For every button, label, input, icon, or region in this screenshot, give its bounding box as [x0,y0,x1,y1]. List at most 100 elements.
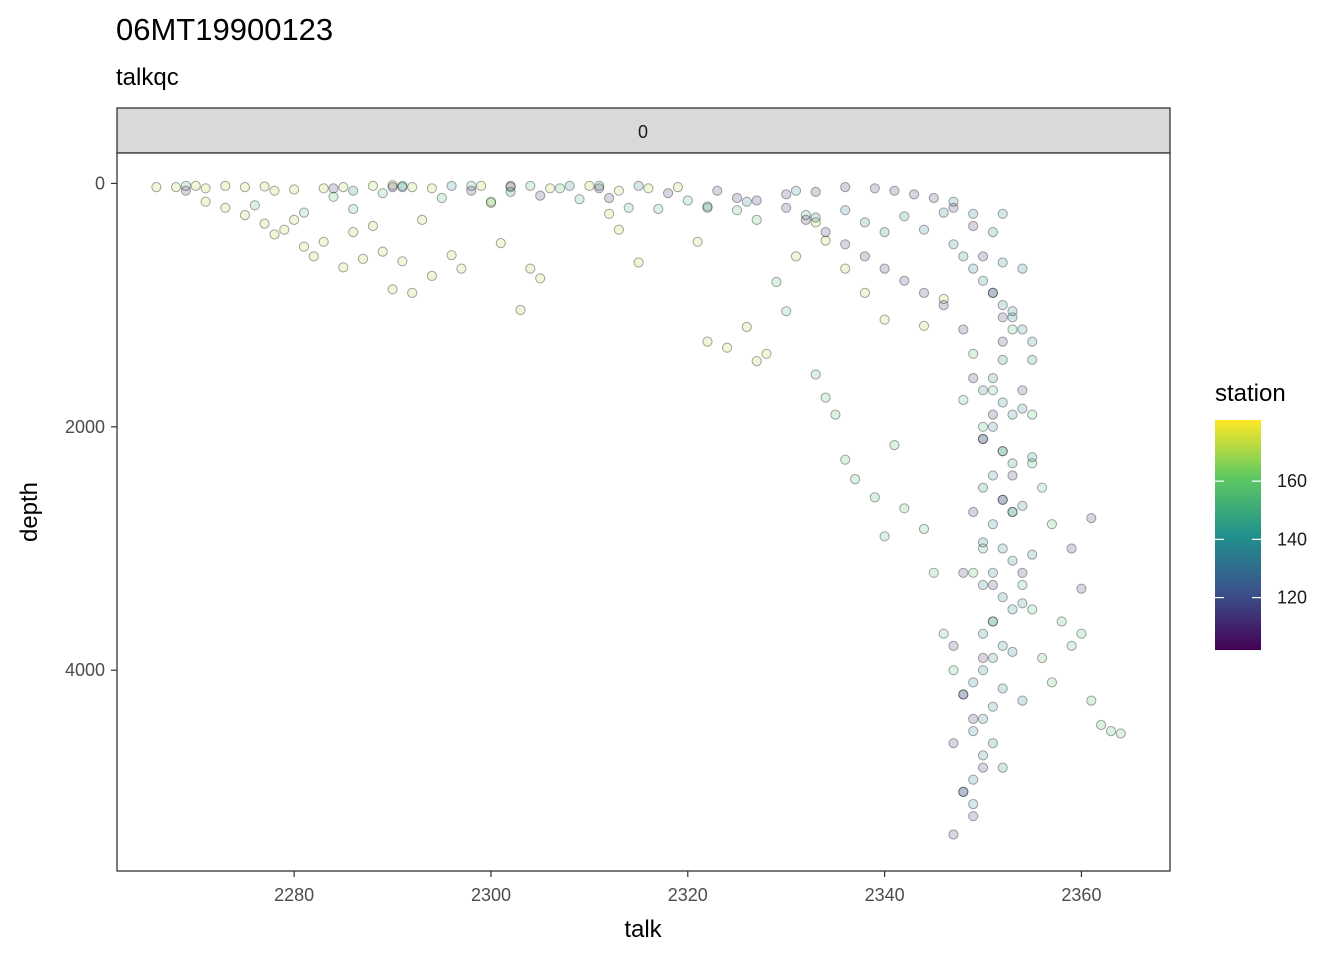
data-point [397,180,408,191]
data-point [977,543,989,554]
data-point [958,567,969,578]
data-point [977,713,989,725]
data-point [918,224,930,235]
data-point [525,180,536,191]
data-point [554,183,566,194]
data-point [426,183,437,194]
data-point [741,196,752,207]
data-point [987,567,999,578]
plot-panel [116,152,1171,872]
x-tick-label: 2320 [668,885,708,905]
data-point [1037,652,1048,664]
data-point [840,454,851,465]
data-point [987,470,999,481]
legend: station 120 140 160 [1215,380,1307,650]
data-point [1027,354,1038,365]
data-point [997,446,1008,457]
data-point [682,195,693,206]
data-point [348,227,359,238]
data-point [525,263,536,274]
data-point [938,628,949,639]
data-point [702,202,713,213]
data-point [1105,726,1117,737]
data-point [485,196,497,207]
data-point [505,182,516,193]
data-point [781,202,792,213]
data-point [485,197,497,208]
data-point [968,373,979,384]
data-point [1017,695,1028,706]
data-point [643,183,654,194]
data-point [1007,409,1018,420]
data-point [613,224,625,235]
data-point [977,385,989,396]
data-point [987,409,999,420]
data-point [958,394,969,406]
data-point [1007,646,1018,658]
data-point [968,208,979,219]
data-point [436,192,447,204]
data-point [810,212,821,223]
data-point [997,592,1008,603]
data-point [968,726,979,737]
data-point [977,762,989,773]
data-point [918,287,930,298]
data-point [663,188,674,199]
data-point [495,238,506,249]
data-point [338,182,349,193]
data-point [820,227,831,238]
data-point [564,180,575,191]
data-point [1027,452,1038,463]
colorbar [1215,420,1261,650]
data-point [800,214,812,225]
data-point [987,287,999,298]
data-point [259,218,270,229]
data-point [1007,604,1018,615]
data-point [997,762,1008,773]
data-point [968,811,979,822]
data-point [850,474,861,485]
data-point [977,652,989,664]
data-point [987,701,999,712]
data-point [968,677,979,688]
data-point [170,182,182,193]
data-point [889,440,900,451]
data-point [840,205,851,216]
data-point [318,183,329,194]
data-point [672,182,684,193]
data-point [702,201,713,212]
points-layer [151,180,1126,840]
data-point [987,519,999,530]
data-point [1115,728,1126,739]
data-point [968,799,979,810]
data-point [249,200,260,211]
data-point [958,689,969,700]
data-point [751,356,762,367]
data-point [1027,336,1038,347]
data-point [1046,519,1058,530]
data-point [997,336,1008,347]
data-point [417,214,428,225]
data-point [594,183,605,194]
data-point [958,786,969,798]
data-point [1017,579,1028,591]
data-point [1007,324,1018,335]
data-point [1027,604,1038,615]
data-point [958,689,969,700]
data-point [357,253,369,264]
data-point [859,287,871,298]
x-tick-label: 2300 [471,885,511,905]
data-point [348,203,359,215]
data-point [820,392,831,403]
data-point [781,189,792,200]
data-point [948,640,959,652]
data-point [987,227,999,238]
y-tick-label: 4000 [65,660,105,680]
data-point [1007,306,1018,317]
data-point [1017,500,1028,511]
data-point [968,774,979,785]
data-point [909,189,920,200]
data-point [594,180,605,191]
